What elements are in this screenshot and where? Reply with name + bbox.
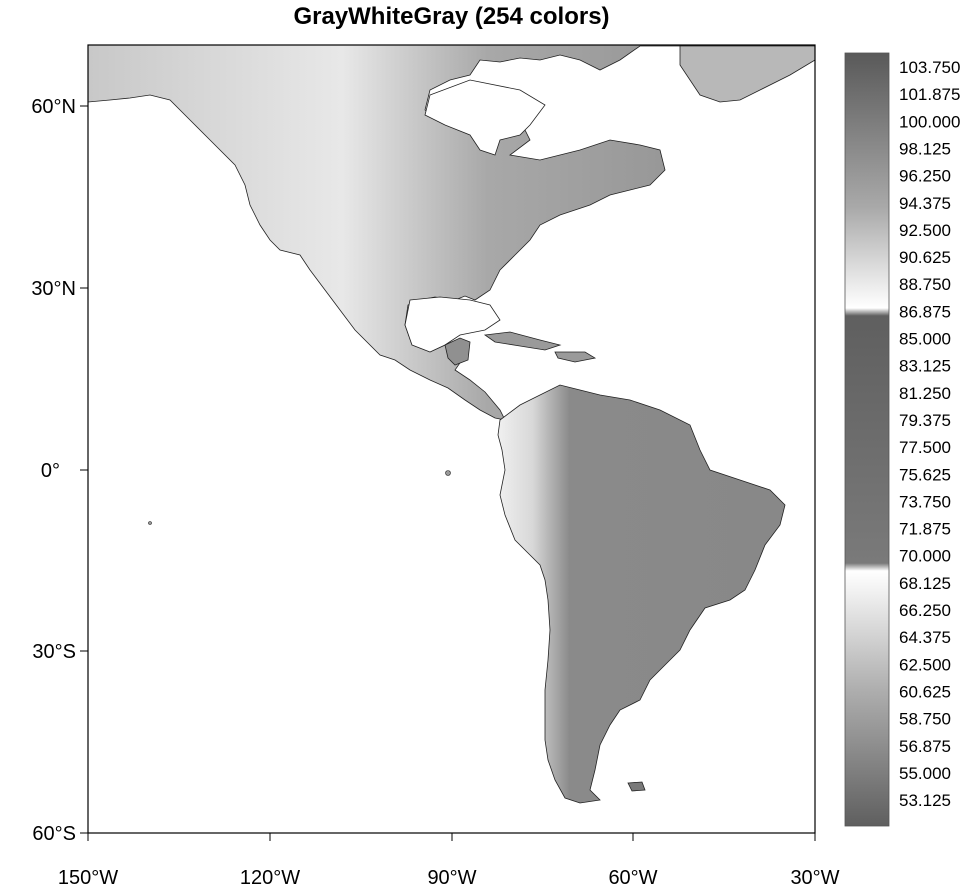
colorbar-label: 101.875	[899, 85, 960, 104]
north-america-landmass	[88, 45, 815, 421]
gulf-of-mexico	[404, 296, 501, 353]
lon-tick-label: 90°W	[427, 867, 476, 888]
colorbar-label: 85.000	[899, 330, 951, 349]
lon-tick-label: 60°W	[608, 867, 657, 888]
colorbar-label: 79.375	[899, 411, 951, 430]
lat-tick-label: 60°N	[31, 96, 76, 118]
colorbar-labels: 103.750 101.875 100.000 98.125 96.250 94.375 9…	[899, 58, 960, 810]
lon-tick-label: 150°W	[58, 867, 118, 888]
colorbar-label: 56.875	[899, 737, 951, 756]
colorbar-label: 83.125	[899, 357, 951, 376]
colorbar-label: 86.875	[899, 302, 951, 321]
colorbar-label: 103.750	[899, 58, 960, 77]
lat-tick-label: 60°S	[32, 823, 76, 845]
colorbar-label: 66.250	[899, 601, 951, 620]
lon-tick-label: 30°W	[790, 867, 839, 888]
colorbar-label: 68.125	[899, 574, 951, 593]
falkland-islands	[627, 781, 646, 792]
lat-tick-label: 30°N	[31, 278, 76, 300]
hispaniola-island	[554, 351, 597, 363]
yucatan-peninsula	[444, 337, 471, 366]
colorbar-label: 98.125	[899, 139, 951, 158]
colorbar-label: 75.625	[899, 465, 951, 484]
colorbar-label: 55.000	[899, 764, 951, 783]
colorbar-label: 58.750	[899, 710, 951, 729]
lat-tick-label: 0°	[41, 460, 60, 482]
galapagos-islands	[445, 470, 451, 476]
lat-tick-label: 30°S	[32, 641, 76, 663]
colorbar-label: 62.500	[899, 655, 951, 674]
latitude-axis	[80, 105, 88, 834]
lon-tick-label: 120°W	[240, 867, 300, 888]
colorbar-label: 73.750	[899, 492, 951, 511]
longitude-labels: 150°W 120°W 90°W 60°W 30°W	[58, 867, 840, 888]
hudson-bay	[424, 79, 546, 156]
colorbar-label: 70.000	[899, 547, 951, 566]
colorbar	[844, 52, 890, 827]
colorbar-label: 64.375	[899, 628, 951, 647]
map-title: GrayWhiteGray (254 colors)	[293, 3, 610, 30]
greenland-landmass	[679, 45, 815, 103]
longitude-axis	[87, 833, 816, 841]
colorbar-label: 60.625	[899, 682, 951, 701]
colorbar-label: 92.500	[899, 221, 951, 240]
colorbar-label: 90.625	[899, 248, 951, 267]
colorbar-label: 94.375	[899, 194, 951, 213]
colorbar-label: 77.500	[899, 438, 951, 457]
colorbar-label: 88.750	[899, 275, 951, 294]
south-america-landmass	[497, 384, 786, 804]
colorbar-label: 96.250	[899, 167, 951, 186]
hawaii-islands	[148, 521, 152, 525]
colorbar-label: 81.250	[899, 384, 951, 403]
colorbar-label: 71.875	[899, 520, 951, 539]
latitude-labels: 60°N 30°N 0° 30°S 60°S	[31, 96, 76, 845]
colorbar-label: 53.125	[899, 791, 951, 810]
cuba-island	[483, 331, 562, 351]
colorbar-label: 100.000	[899, 112, 960, 131]
